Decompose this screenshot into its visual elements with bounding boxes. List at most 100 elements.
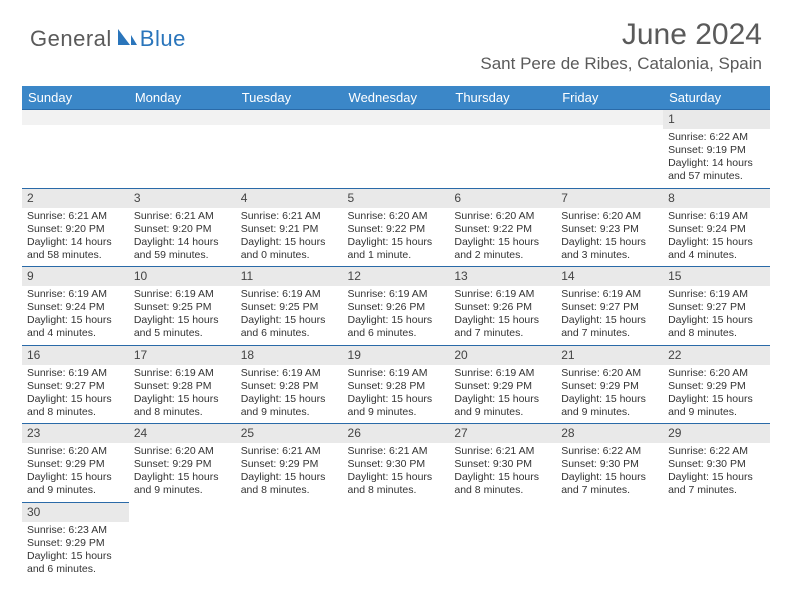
calendar-cell: 25Sunrise: 6:21 AMSunset: 9:29 PMDayligh… (236, 423, 343, 502)
sunrise-text: Sunrise: 6:19 AM (134, 288, 231, 301)
calendar-week-row: 9Sunrise: 6:19 AMSunset: 9:24 PMDaylight… (22, 266, 770, 345)
calendar-cell: 20Sunrise: 6:19 AMSunset: 9:29 PMDayligh… (449, 345, 556, 424)
sunrise-text: Sunrise: 6:22 AM (668, 445, 765, 458)
calendar-cell (129, 109, 236, 188)
calendar-cell: 1Sunrise: 6:22 AMSunset: 9:19 PMDaylight… (663, 109, 770, 188)
calendar-cell (236, 109, 343, 188)
day-body: Sunrise: 6:19 AMSunset: 9:26 PMDaylight:… (449, 286, 556, 345)
day-number: 17 (129, 345, 236, 365)
day-body: Sunrise: 6:20 AMSunset: 9:29 PMDaylight:… (22, 443, 129, 502)
day-number: 8 (663, 188, 770, 208)
day-number: 23 (22, 423, 129, 443)
calendar-cell: 7Sunrise: 6:20 AMSunset: 9:23 PMDaylight… (556, 188, 663, 267)
day-number: 5 (343, 188, 450, 208)
sunset-text: Sunset: 9:29 PM (27, 458, 124, 471)
sunrise-text: Sunrise: 6:19 AM (27, 288, 124, 301)
calendar-cell (22, 109, 129, 188)
sunset-text: Sunset: 9:29 PM (241, 458, 338, 471)
daylight-text: Daylight: 15 hours and 5 minutes. (134, 314, 231, 340)
title-block: June 2024 Sant Pere de Ribes, Catalonia,… (480, 18, 762, 74)
daylight-text: Daylight: 15 hours and 9 minutes. (27, 471, 124, 497)
day-number: 19 (343, 345, 450, 365)
day-number: 9 (22, 266, 129, 286)
calendar-cell (556, 109, 663, 188)
day-number: 28 (556, 423, 663, 443)
daylight-text: Daylight: 15 hours and 6 minutes. (241, 314, 338, 340)
day-body: Sunrise: 6:21 AMSunset: 9:29 PMDaylight:… (236, 443, 343, 502)
calendar-cell: 6Sunrise: 6:20 AMSunset: 9:22 PMDaylight… (449, 188, 556, 267)
sunrise-text: Sunrise: 6:19 AM (668, 288, 765, 301)
day-body: Sunrise: 6:22 AMSunset: 9:30 PMDaylight:… (663, 443, 770, 502)
calendar-cell (236, 502, 343, 581)
sunrise-text: Sunrise: 6:21 AM (241, 445, 338, 458)
sunset-text: Sunset: 9:26 PM (454, 301, 551, 314)
day-number: 2 (22, 188, 129, 208)
daylight-text: Daylight: 15 hours and 8 minutes. (348, 471, 445, 497)
empty-day (556, 109, 663, 125)
empty-day (449, 109, 556, 125)
sunset-text: Sunset: 9:24 PM (668, 223, 765, 236)
sunrise-text: Sunrise: 6:19 AM (561, 288, 658, 301)
sunrise-text: Sunrise: 6:19 AM (668, 210, 765, 223)
day-number: 7 (556, 188, 663, 208)
sunset-text: Sunset: 9:21 PM (241, 223, 338, 236)
daylight-text: Daylight: 15 hours and 8 minutes. (668, 314, 765, 340)
day-body: Sunrise: 6:19 AMSunset: 9:28 PMDaylight:… (236, 365, 343, 424)
daylight-text: Daylight: 14 hours and 57 minutes. (668, 157, 765, 183)
day-number: 22 (663, 345, 770, 365)
calendar-cell: 22Sunrise: 6:20 AMSunset: 9:29 PMDayligh… (663, 345, 770, 424)
day-number: 26 (343, 423, 450, 443)
calendar-cell (449, 109, 556, 188)
daylight-text: Daylight: 15 hours and 1 minute. (348, 236, 445, 262)
weekday-sunday: Sunday (22, 86, 129, 109)
calendar-cell: 28Sunrise: 6:22 AMSunset: 9:30 PMDayligh… (556, 423, 663, 502)
calendar-cell: 12Sunrise: 6:19 AMSunset: 9:26 PMDayligh… (343, 266, 450, 345)
sunrise-text: Sunrise: 6:22 AM (668, 131, 765, 144)
day-number: 15 (663, 266, 770, 286)
daylight-text: Daylight: 15 hours and 7 minutes. (561, 314, 658, 340)
sunrise-text: Sunrise: 6:20 AM (561, 210, 658, 223)
sunset-text: Sunset: 9:30 PM (668, 458, 765, 471)
day-body: Sunrise: 6:19 AMSunset: 9:27 PMDaylight:… (22, 365, 129, 424)
day-body: Sunrise: 6:22 AMSunset: 9:30 PMDaylight:… (556, 443, 663, 502)
calendar-cell: 2Sunrise: 6:21 AMSunset: 9:20 PMDaylight… (22, 188, 129, 267)
calendar-cell (556, 502, 663, 581)
calendar-week-row: 16Sunrise: 6:19 AMSunset: 9:27 PMDayligh… (22, 345, 770, 424)
sunrise-text: Sunrise: 6:21 AM (134, 210, 231, 223)
month-title: June 2024 (480, 18, 762, 52)
day-number: 1 (663, 109, 770, 129)
calendar-cell: 8 Sunrise: 6:19 AMSunset: 9:24 PMDaylight… (663, 188, 770, 267)
calendar-cell: 16Sunrise: 6:19 AMSunset: 9:27 PMDayligh… (22, 345, 129, 424)
logo-text-general: General (30, 26, 112, 52)
sunrise-text: Sunrise: 6:23 AM (27, 524, 124, 537)
sunset-text: Sunset: 9:20 PM (134, 223, 231, 236)
sunset-text: Sunset: 9:22 PM (348, 223, 445, 236)
sunrise-text: Sunrise: 6:20 AM (668, 367, 765, 380)
sunrise-text: Sunrise: 6:19 AM (27, 367, 124, 380)
sunrise-text: Sunrise: 6:19 AM (454, 288, 551, 301)
day-number: 10 (129, 266, 236, 286)
daylight-text: Daylight: 15 hours and 6 minutes. (27, 550, 124, 576)
daylight-text: Daylight: 14 hours and 59 minutes. (134, 236, 231, 262)
day-body: Sunrise: 6:19 AMSunset: 9:24 PMDaylight:… (22, 286, 129, 345)
calendar-cell: 10 Sunrise: 6:19 AMSunset: 9:25 PMDayligh… (129, 266, 236, 345)
sunset-text: Sunset: 9:28 PM (241, 380, 338, 393)
sunrise-text: Sunrise: 6:20 AM (27, 445, 124, 458)
day-number: 30 (22, 502, 129, 522)
day-number: 13 (449, 266, 556, 286)
calendar-cell: 26Sunrise: 6:21 AMSunset: 9:30 PMDayligh… (343, 423, 450, 502)
daylight-text: Daylight: 15 hours and 4 minutes. (668, 236, 765, 262)
sunrise-text: Sunrise: 6:21 AM (454, 445, 551, 458)
sunrise-text: Sunrise: 6:22 AM (561, 445, 658, 458)
day-body: Sunrise: 6:21 AMSunset: 9:20 PMDaylight:… (22, 208, 129, 267)
day-body: Sunrise: 6:19 AMSunset: 9:29 PMDaylight:… (449, 365, 556, 424)
day-body: Sunrise: 6:21 AMSunset: 9:20 PMDaylight:… (129, 208, 236, 267)
day-body: Sunrise: 6:19 AMSunset: 9:26 PMDaylight:… (343, 286, 450, 345)
sunset-text: Sunset: 9:25 PM (134, 301, 231, 314)
day-body: Sunrise: 6:19 AMSunset: 9:28 PMDaylight:… (129, 365, 236, 424)
day-body: Sunrise: 6:19 AMSunset: 9:25 PMDaylight:… (236, 286, 343, 345)
day-number: 27 (449, 423, 556, 443)
day-number: 25 (236, 423, 343, 443)
sunrise-text: Sunrise: 6:19 AM (134, 367, 231, 380)
day-number: 11 (236, 266, 343, 286)
